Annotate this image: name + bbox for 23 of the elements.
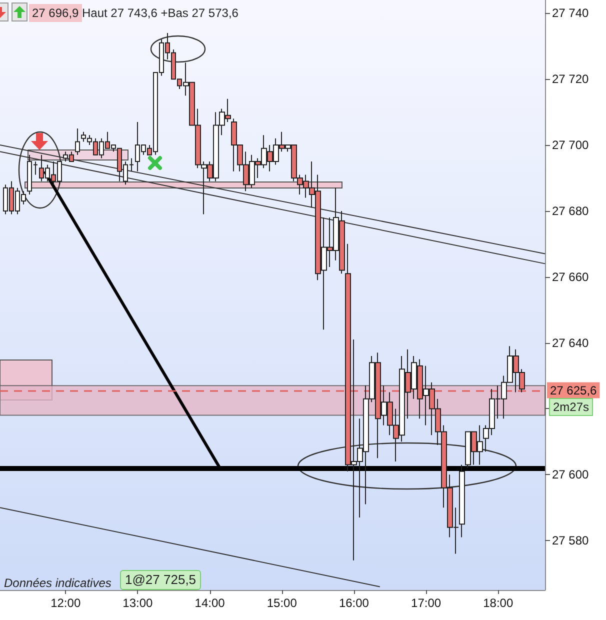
x-tick-label: 17:00 bbox=[411, 596, 442, 610]
y-tick-label: 27 700 bbox=[552, 138, 590, 152]
x-tick-label: 16:00 bbox=[338, 596, 370, 610]
y-tick-label: 27 660 bbox=[552, 270, 590, 284]
y-tick-label: 27 680 bbox=[552, 204, 590, 218]
annotation: Données indicatives bbox=[4, 575, 112, 591]
y-tick-label: 27 740 bbox=[552, 6, 590, 20]
candlestick bbox=[459, 464, 465, 538]
x-tick-label: 15:00 bbox=[266, 596, 298, 610]
annotation: 27 696,9 bbox=[29, 4, 82, 22]
y-tick-label: 27 580 bbox=[552, 534, 590, 548]
y-tick-label: 27 600 bbox=[552, 468, 590, 482]
x-tick-label: 14:00 bbox=[194, 596, 226, 610]
annotation: Haut 27 743,6 +Bas 27 573,6 bbox=[82, 5, 238, 21]
ref-line-label: 27 625,6 bbox=[550, 383, 598, 398]
candlestick bbox=[75, 128, 80, 156]
x-tick-label: 18:00 bbox=[483, 596, 514, 610]
y-tick-label: 27 640 bbox=[552, 336, 590, 350]
y-tick-label: 27 720 bbox=[552, 72, 590, 86]
text: 2m27s bbox=[549, 398, 594, 416]
annotation: 1@27 725,5 bbox=[120, 570, 202, 590]
x-tick-label: 12:00 bbox=[50, 596, 81, 610]
x-tick-label: 13:00 bbox=[122, 596, 154, 610]
